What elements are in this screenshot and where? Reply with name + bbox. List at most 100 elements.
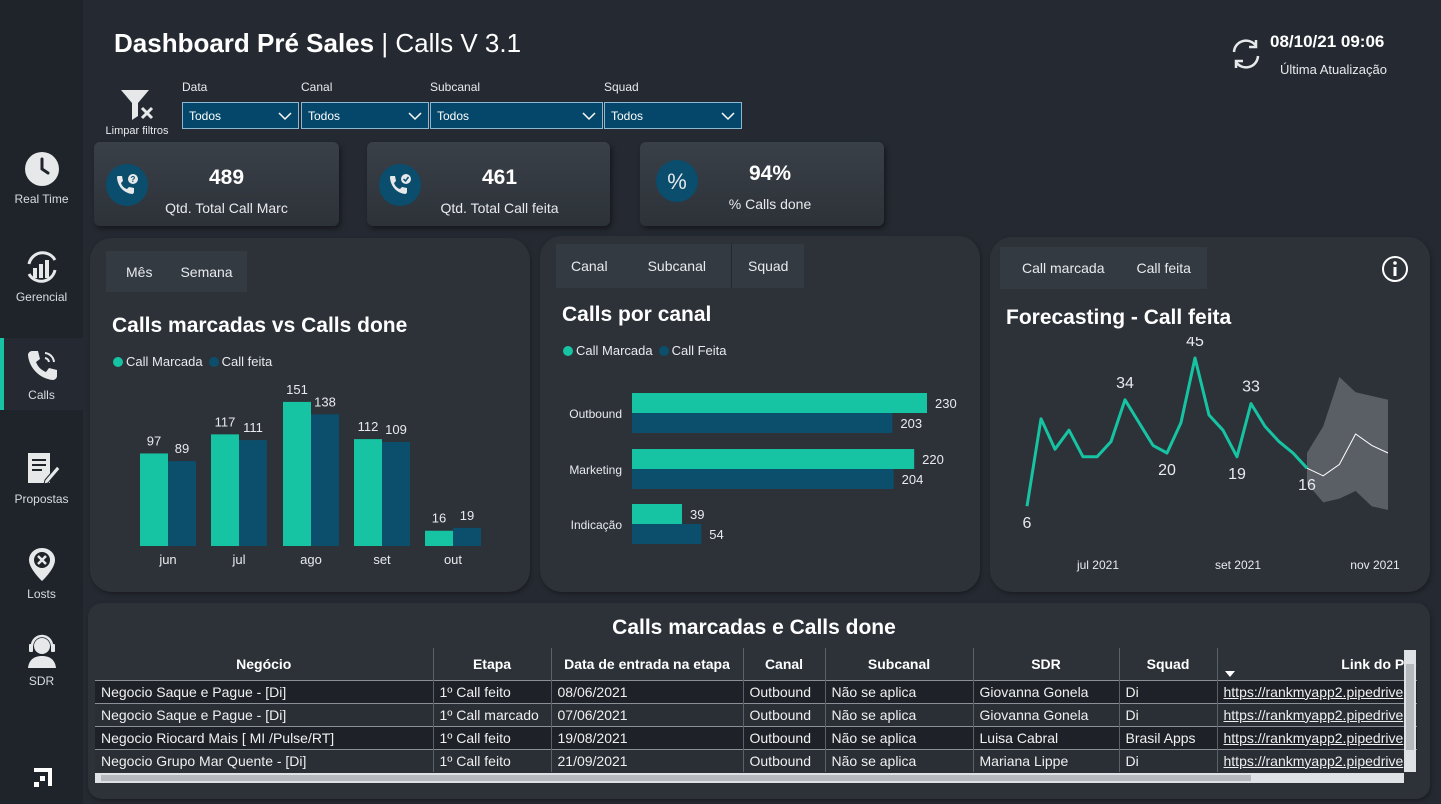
kpi-value: 489 xyxy=(208,166,245,189)
tab-semana[interactable]: Semana xyxy=(180,263,233,280)
chevron-down-icon xyxy=(408,111,422,120)
cell-link-pipe[interactable]: https://rankmyapp2.pipedrive xyxy=(1217,725,1417,749)
table-vertical-scrollbar[interactable] xyxy=(1404,650,1416,772)
data-label: 109 xyxy=(385,422,407,437)
svg-text:?: ? xyxy=(131,175,136,184)
info-icon[interactable] xyxy=(1381,255,1409,283)
column-header-etapa[interactable]: Etapa xyxy=(433,648,552,680)
filter-clear-icon xyxy=(121,90,154,120)
x-tick-label: jul 2021 xyxy=(1076,558,1119,572)
filter-squad-select[interactable]: Todos xyxy=(604,102,742,129)
cell-sdr: Luisa Cabral xyxy=(973,725,1120,749)
tab-squad[interactable]: Squad xyxy=(730,244,804,288)
data-label: 97 xyxy=(147,433,161,448)
table-header-row: Negócio Etapa Data de entrada na etapa C… xyxy=(95,648,1417,680)
filter-canal-select[interactable]: Todos xyxy=(301,102,429,129)
sidebar-item-gerencial[interactable]: Gerencial xyxy=(0,248,83,312)
column-header-canal[interactable]: Canal xyxy=(743,648,826,680)
scrollbar-thumb[interactable] xyxy=(101,775,1251,781)
data-label: 151 xyxy=(286,382,308,397)
sidebar-item-losts[interactable]: Losts xyxy=(0,545,83,607)
filter-data-select[interactable]: Todos xyxy=(182,102,299,129)
cell-link-pipe[interactable]: https://rankmyapp2.pipedrive xyxy=(1217,679,1417,703)
legend-swatch xyxy=(658,346,669,356)
cell-negocio: Negocio Riocard Mais [ MI /Pulse/RT] xyxy=(95,725,434,749)
clear-filters-label: Limpar filtros xyxy=(105,125,169,137)
metric-tabs: Call marcada Call feita xyxy=(1000,247,1207,289)
cell-etapa: 1º Call marcado xyxy=(433,702,552,726)
filter-subcanal-select[interactable]: Todos xyxy=(430,102,603,129)
sidebar-item-real-time[interactable]: Real Time xyxy=(0,150,83,210)
table-row[interactable]: Negocio Saque e Pague - [Di] 1º Call feit… xyxy=(95,679,1417,703)
table-body: Negocio Saque e Pague - [Di] 1º Call feit… xyxy=(95,679,1417,772)
data-label: 220 xyxy=(922,452,944,467)
column-header-data-entrada[interactable]: Data de entrada na etapa xyxy=(551,648,744,680)
cell-link-pipe[interactable]: https://rankmyapp2.pipedrive xyxy=(1217,748,1417,772)
chevron-down-icon xyxy=(582,111,596,120)
tab-subcanal[interactable]: Subcanal xyxy=(647,258,706,274)
category-label: set xyxy=(373,552,391,567)
data-label: 6 xyxy=(1023,515,1032,532)
cell-link-pipe[interactable]: https://rankmyapp2.pipedrive xyxy=(1217,702,1417,726)
table-horizontal-scrollbar[interactable] xyxy=(95,773,1404,783)
cell-negocio: Negocio Saque e Pague - [Di] xyxy=(95,679,434,703)
data-label: 33 xyxy=(1242,379,1260,396)
document-edit-icon xyxy=(27,453,61,485)
kpi-card-percent-done: % 94% % Calls done xyxy=(640,142,884,226)
sidebar-item-label: SDR xyxy=(28,674,55,688)
chart-legend: Call Marcada Call feita xyxy=(113,354,272,369)
category-label: Outbound xyxy=(569,407,622,421)
kpi-label: Qtd. Total Call feita xyxy=(440,200,559,216)
sidebar-item-sdr[interactable]: SDR xyxy=(0,632,83,694)
legend-swatch xyxy=(563,346,573,356)
tab-mes[interactable]: Mês xyxy=(126,263,153,280)
column-header-link-pipe[interactable]: Link do Pipe xyxy=(1217,648,1417,680)
bar-Marketing-feita xyxy=(632,469,894,489)
column-header-subcanal[interactable]: Subcanal xyxy=(825,648,974,680)
panel-title: Calls marcadas vs Calls done xyxy=(112,314,408,337)
phone-check-icon xyxy=(379,164,421,206)
legend-label: Call Feita xyxy=(671,343,727,358)
cell-etapa: 1º Call feito xyxy=(433,725,552,749)
cell-etapa: 1º Call feito xyxy=(433,679,552,703)
legend-item: Call Marcada xyxy=(113,354,203,369)
cell-canal: Outbound xyxy=(743,679,826,703)
data-label: 138 xyxy=(314,394,336,409)
legend-item: Call feita xyxy=(208,354,273,369)
legend-label: Call feita xyxy=(221,354,273,369)
filter-squad: Squad Todos xyxy=(604,80,742,129)
bar-jul-marcada xyxy=(211,434,239,546)
column-header-squad[interactable]: Squad xyxy=(1119,648,1218,680)
phone-question-icon: ? xyxy=(106,164,148,206)
refresh-icon[interactable] xyxy=(1228,36,1264,72)
chevron-down-icon xyxy=(721,111,735,120)
table-row[interactable]: Negocio Saque e Pague - [Di] 1º Call marc… xyxy=(95,702,1417,726)
table-row[interactable]: Negocio Riocard Mais [ MI /Pulse/RT] 1º C… xyxy=(95,725,1417,749)
kpi-value: 461 xyxy=(481,166,518,189)
bar-jun-feita xyxy=(168,461,196,546)
sidebar-item-calls[interactable]: Calls xyxy=(0,338,83,410)
legend-label: Call Marcada xyxy=(126,354,203,369)
scrollbar-thumb[interactable] xyxy=(1406,664,1414,750)
table-row[interactable]: Negocio Grupo Mar Quente - [Di] 1º Call f… xyxy=(95,748,1417,772)
category-label: jun xyxy=(158,552,176,567)
tab-canal[interactable]: Canal xyxy=(571,258,608,274)
last-update-label: Última Atualização xyxy=(1280,62,1387,77)
column-header-negocio[interactable]: Negócio xyxy=(95,648,434,680)
clear-filters-button[interactable]: Limpar filtros xyxy=(102,88,172,137)
cell-sdr: Giovanna Gonela xyxy=(973,679,1120,703)
panel-forecasting: Call marcada Call feita Forecasting - Ca… xyxy=(990,237,1430,592)
tab-call-feita[interactable]: Call feita xyxy=(1136,260,1191,276)
chart-channel-bars: 230 203 Outbound 220 204 Marketing 39 54 Indicaç… xyxy=(569,393,957,544)
category-label: out xyxy=(444,552,462,567)
tab-call-marcada[interactable]: Call marcada xyxy=(1022,260,1105,276)
x-tick-label: nov 2021 xyxy=(1350,558,1400,572)
sidebar-item-propostas[interactable]: Propostas xyxy=(0,450,83,514)
filter-subcanal: Subcanal Todos xyxy=(430,80,603,129)
data-label: 16 xyxy=(1298,477,1316,494)
sidebar-item-label: Propostas xyxy=(14,492,69,506)
brand-logo-icon xyxy=(34,768,52,787)
filter-canal: Canal Todos xyxy=(301,80,429,129)
column-header-sdr[interactable]: SDR xyxy=(973,648,1120,680)
chevron-down-icon xyxy=(278,111,292,120)
